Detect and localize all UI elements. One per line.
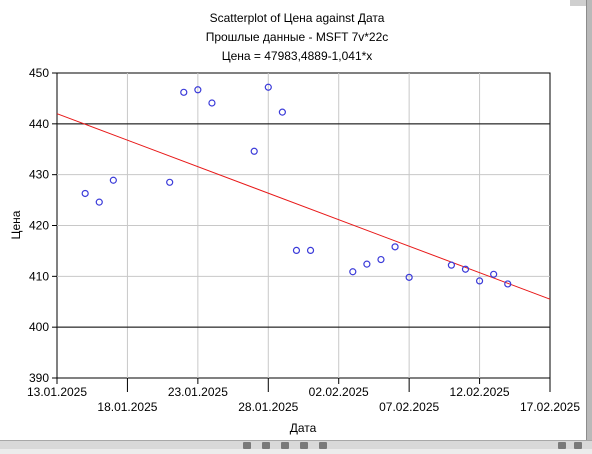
data-point <box>391 243 399 251</box>
chart-title: Scatterplot of Цена against Дата <box>210 11 385 25</box>
y-axis-label: Цена <box>9 210 23 239</box>
window-right-edge <box>586 0 592 449</box>
x-axis-ticks: 13.01.2025 18.01.2025 23.01.2025 28.01.2025… <box>27 378 580 414</box>
data-point <box>208 99 216 107</box>
toolbar-icon[interactable] <box>262 442 270 449</box>
x-tick-label: 12.02.2025 <box>450 385 510 399</box>
data-point <box>180 88 188 96</box>
data-point <box>461 265 470 273</box>
y-tick-label: 440 <box>29 117 49 131</box>
data-point <box>490 270 498 278</box>
toolbar-icon[interactable] <box>243 442 251 449</box>
data-point <box>475 277 484 285</box>
x-tick-label: 07.02.2025 <box>379 400 439 414</box>
y-tick-label: 410 <box>29 269 49 283</box>
toolbar-icon[interactable] <box>300 442 308 449</box>
y-tick-label: 450 <box>29 66 49 80</box>
x-tick-label: 18.01.2025 <box>97 400 157 414</box>
data-point <box>264 83 272 91</box>
x-tick-label: 28.01.2025 <box>238 400 298 414</box>
y-axis-ticks: 390 400 410 420 430 440 450 <box>29 66 57 385</box>
data-point <box>363 260 371 268</box>
data-point <box>349 268 357 276</box>
x-tick-label: 13.01.2025 <box>27 385 87 399</box>
y-tick-label: 390 <box>29 371 49 385</box>
x-tick-label: 23.01.2025 <box>168 385 228 399</box>
regression-equation: Цена = 47983,4889-1,041*x <box>222 49 373 63</box>
data-point <box>306 246 315 255</box>
x-tick-label: 17.02.2025 <box>520 400 580 414</box>
window-status-strip <box>0 440 592 449</box>
data-point <box>405 273 413 281</box>
y-tick-label: 430 <box>29 168 49 182</box>
chart-subtitle: Прошлые данные - MSFT 7v*22c <box>206 30 389 44</box>
toolbar-icon[interactable] <box>558 442 566 449</box>
window-corner <box>570 0 592 6</box>
data-point <box>292 246 301 255</box>
reference-lines <box>57 123 550 328</box>
data-point <box>504 280 512 288</box>
y-tick-label: 420 <box>29 219 49 233</box>
y-tick-label: 400 <box>29 320 49 334</box>
data-point <box>377 255 385 264</box>
data-point <box>81 189 89 198</box>
toolbar-icon[interactable] <box>281 442 289 449</box>
toolbar-icon[interactable] <box>574 442 582 449</box>
x-tick-label: 02.02.2025 <box>309 385 369 399</box>
data-point <box>250 147 258 155</box>
data-points <box>81 83 512 288</box>
x-axis-label: Дата <box>290 421 317 435</box>
data-point <box>95 198 103 206</box>
data-point <box>109 176 117 184</box>
data-point <box>278 108 286 116</box>
data-point <box>166 178 174 186</box>
toolbar-icon[interactable] <box>319 442 327 449</box>
data-point <box>447 261 455 269</box>
data-point <box>194 86 202 94</box>
